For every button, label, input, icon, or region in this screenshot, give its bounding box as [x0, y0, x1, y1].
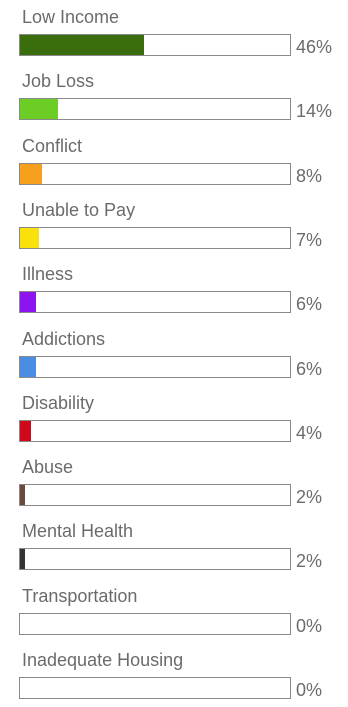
bar-value-label: 0% — [296, 615, 323, 636]
bar-category-label: Abuse — [22, 457, 74, 478]
bar-value-label: 7% — [296, 229, 323, 250]
bar-category-label: Unable to Pay — [22, 199, 136, 220]
bar-track — [19, 291, 291, 314]
bar — [20, 35, 144, 55]
bar — [20, 485, 25, 506]
bar-row: Illness 6% — [0, 257, 348, 321]
bar — [20, 549, 25, 570]
bar-track — [19, 612, 291, 635]
bar-value-label: 2% — [296, 487, 323, 508]
bar-category-label: Transportation — [22, 585, 138, 606]
bar — [20, 292, 36, 313]
bar-category-label: Low Income — [22, 7, 120, 27]
bar-value-label: 14% — [296, 101, 333, 122]
bar-category-label: Mental Health — [22, 521, 134, 542]
bar-value-label: 2% — [296, 551, 323, 572]
bar-row: Transportation 0% — [0, 579, 348, 643]
bar-row: Mental Health 2% — [0, 514, 348, 578]
bar-category-label: Illness — [22, 264, 74, 285]
bar-value-label: 46% — [296, 37, 333, 57]
bar-track — [19, 98, 291, 121]
bar-row: Disability 4% — [0, 386, 348, 450]
bar — [20, 227, 39, 248]
bar-track — [19, 34, 291, 56]
bar — [20, 420, 31, 441]
bar-track — [19, 677, 291, 699]
bar-value-label: 4% — [296, 422, 323, 443]
bar-track — [19, 419, 291, 442]
bar-category-label: Job Loss — [22, 71, 95, 92]
bar-track — [19, 162, 291, 185]
bar-track — [19, 355, 291, 378]
bar-row: Abuse 2% — [0, 450, 348, 514]
bar-row: Addictions 6% — [0, 322, 348, 386]
bar-track — [19, 484, 291, 507]
bar-value-label: 0% — [296, 680, 323, 700]
bar-category-label: Conflict — [22, 135, 83, 156]
bar-track — [19, 548, 291, 571]
bar-value-label: 6% — [296, 294, 323, 315]
bar — [20, 356, 36, 377]
bar-row: Conflict 8% — [0, 129, 348, 193]
bar-row: Unable to Pay 7% — [0, 193, 348, 257]
bar-row: Job Loss 14% — [0, 64, 348, 128]
bar-row: Low Income 46% — [0, 0, 348, 64]
bar-value-label: 8% — [296, 165, 323, 186]
bar — [20, 99, 58, 120]
bar-category-label: Inadequate Housing — [22, 650, 184, 670]
bar-value-label: 6% — [296, 358, 323, 379]
bar-row: Inadequate Housing 0% — [0, 643, 348, 707]
bar — [20, 163, 42, 184]
bar-track — [19, 226, 291, 249]
bar-category-label: Disability — [22, 392, 95, 413]
bar-category-label: Addictions — [22, 328, 106, 349]
